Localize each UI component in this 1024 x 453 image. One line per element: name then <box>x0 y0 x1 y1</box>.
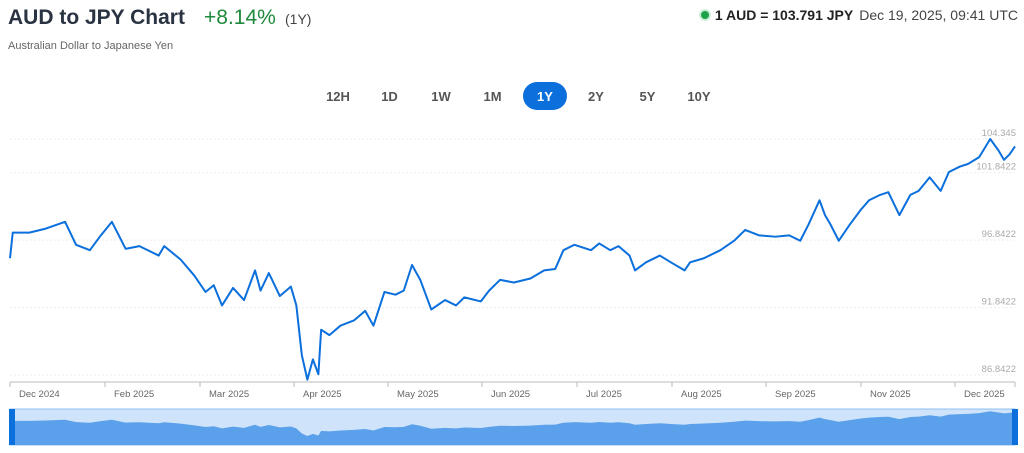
y-tick-label: 101.8422 <box>976 162 1016 173</box>
x-tick-label: Jun 2025 <box>491 389 530 400</box>
x-tick-label: Feb 2025 <box>114 389 154 400</box>
x-tick-label: Jul 2025 <box>586 389 622 400</box>
y-tick-label: 96.8422 <box>982 229 1016 240</box>
navigator-series <box>10 411 1015 445</box>
x-tick-label: Mar 2025 <box>209 389 249 400</box>
x-tick-label: Sep 2025 <box>775 389 816 400</box>
range-button-1y[interactable]: 1Y <box>523 82 567 110</box>
range-button-1d[interactable]: 1D <box>365 82 415 110</box>
x-tick-label: Dec 2025 <box>964 389 1005 400</box>
range-button-1w[interactable]: 1W <box>416 82 466 110</box>
change-period: (1Y) <box>285 11 312 27</box>
price-line <box>9 138 1016 381</box>
y-tick-label: 104.345 <box>982 128 1016 139</box>
navigator-handle-left[interactable] <box>9 409 15 445</box>
range-button-10y[interactable]: 10Y <box>674 82 724 110</box>
x-tick-label: Nov 2025 <box>870 389 911 400</box>
range-button-12h[interactable]: 12H <box>313 82 363 110</box>
page-title: AUD to JPY Chart <box>8 6 185 29</box>
live-status-icon <box>700 11 709 19</box>
percent-change: +8.14% <box>204 6 276 29</box>
navigator-handle-right[interactable] <box>1012 409 1018 445</box>
rate-timestamp: Dec 19, 2025, 09:41 UTC <box>859 7 1018 23</box>
current-rate: 1 AUD = 103.791 JPY Dec 19, 2025, 09:41 … <box>700 7 1018 23</box>
range-selector: 12H 1D 1W 1M 1Y 2Y 5Y 10Y <box>313 82 726 110</box>
x-tick-label: May 2025 <box>397 389 439 400</box>
range-button-1m[interactable]: 1M <box>468 82 518 110</box>
range-button-5y[interactable]: 5Y <box>623 82 673 110</box>
y-tick-label: 86.8422 <box>982 364 1016 375</box>
x-tick-label: Dec 2024 <box>19 389 60 400</box>
rate-value: 1 AUD = 103.791 JPY <box>714 7 854 23</box>
x-tick-label: Apr 2025 <box>303 389 342 400</box>
subtitle: Australian Dollar to Japanese Yen <box>8 40 174 52</box>
range-button-2y[interactable]: 2Y <box>571 82 621 110</box>
y-tick-label: 91.8422 <box>982 297 1016 308</box>
x-tick-label: Aug 2025 <box>681 389 722 400</box>
